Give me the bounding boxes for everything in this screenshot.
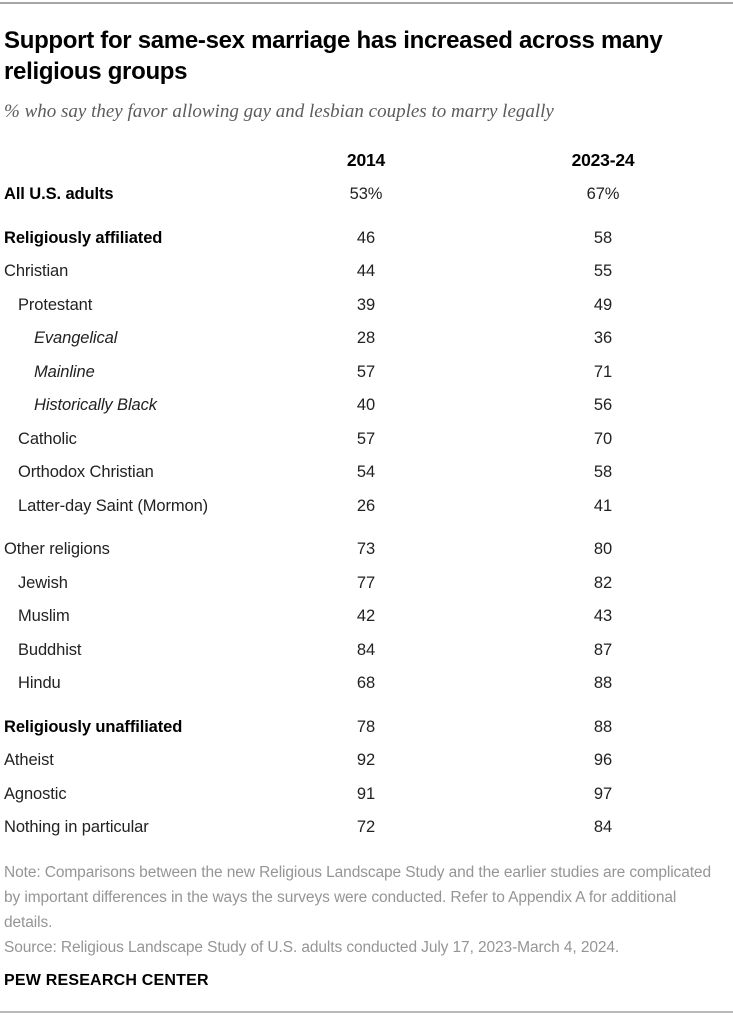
- table-header-row: 2014 2023-24: [0, 149, 733, 171]
- value-2023-24: 87: [593, 640, 613, 659]
- value-2014: 53%: [349, 185, 383, 204]
- row-label: Other religions: [4, 540, 110, 559]
- table-row: Christian 44 55: [0, 255, 733, 289]
- value-2014: 72: [356, 818, 376, 837]
- row-label: Protestant: [18, 295, 93, 314]
- table-row: Nothing in particular 72 84: [0, 811, 733, 845]
- bottom-divider: [0, 1011, 733, 1013]
- value-2023-24: 97: [593, 784, 613, 803]
- value-2014: 73: [356, 540, 376, 559]
- value-2014: 57: [356, 429, 376, 448]
- table-row: Religiously affiliated 46 58: [0, 222, 733, 256]
- table-row: Atheist 92 96: [0, 744, 733, 778]
- row-label: Agnostic: [4, 784, 67, 803]
- table-body: All U.S. adults 53% 67% Religiously affi…: [0, 178, 733, 845]
- table-row: Other religions 73 80: [0, 533, 733, 567]
- value-2023-24: 96: [593, 751, 613, 770]
- value-2023-24: 82: [593, 573, 613, 592]
- row-label: Christian: [4, 262, 69, 281]
- row-label: Religiously affiliated: [4, 228, 163, 247]
- value-2014: 78: [356, 717, 376, 736]
- value-2014: 40: [356, 396, 376, 415]
- table-row: Evangelical 28 36: [0, 322, 733, 356]
- row-label: Latter-day Saint (Mormon): [18, 496, 209, 515]
- column-header-2023-24: 2023-24: [571, 149, 635, 170]
- row-label: Atheist: [4, 751, 54, 770]
- row-label: Buddhist: [18, 640, 82, 659]
- value-2023-24: 49: [593, 295, 613, 314]
- value-2014: 57: [356, 362, 376, 381]
- value-2023-24: 58: [593, 228, 613, 247]
- row-label: Nothing in particular: [4, 818, 149, 837]
- row-label: Jewish: [18, 573, 68, 592]
- footer: Note: Comparisons between the new Religi…: [4, 860, 727, 960]
- value-2023-24: 80: [593, 540, 613, 559]
- value-2014: 44: [356, 262, 376, 281]
- row-label: Mainline: [34, 362, 95, 381]
- value-2023-24: 36: [593, 329, 613, 348]
- table-row: Historically Black 40 56: [0, 389, 733, 423]
- value-2014: 92: [356, 751, 376, 770]
- value-2023-24: 84: [593, 818, 613, 837]
- value-2014: 84: [356, 640, 376, 659]
- row-label: Religiously unaffiliated: [4, 717, 183, 736]
- table-row: All U.S. adults 53% 67%: [0, 178, 733, 212]
- table-row: Catholic 57 70: [0, 423, 733, 457]
- row-label: Hindu: [18, 674, 61, 693]
- value-2023-24: 41: [593, 496, 613, 515]
- value-2014: 77: [356, 573, 376, 592]
- value-2014: 91: [356, 784, 376, 803]
- value-2023-24: 56: [593, 396, 613, 415]
- top-divider: [0, 2, 733, 4]
- page-title: Support for same-sex marriage has increa…: [4, 27, 663, 85]
- value-2014: 46: [356, 228, 376, 247]
- value-2023-24: 70: [593, 429, 613, 448]
- value-2023-24: 43: [593, 607, 613, 626]
- table-row: Muslim 42 43: [0, 600, 733, 634]
- source-text: Source: Religious Landscape Study of U.S…: [4, 938, 620, 956]
- value-2023-24: 58: [593, 463, 613, 482]
- value-2023-24: 67%: [586, 185, 620, 204]
- value-2014: 39: [356, 295, 376, 314]
- table-row: Mainline 57 71: [0, 356, 733, 390]
- table-row: Orthodox Christian 54 58: [0, 456, 733, 490]
- value-2014: 26: [356, 496, 376, 515]
- table-row: Agnostic 91 97: [0, 778, 733, 812]
- value-2014: 42: [356, 607, 376, 626]
- row-label: Orthodox Christian: [18, 463, 154, 482]
- row-label: Muslim: [18, 607, 70, 626]
- value-2023-24: 88: [593, 674, 613, 693]
- row-label: Catholic: [18, 429, 77, 448]
- org-name: PEW RESEARCH CENTER: [4, 971, 209, 989]
- table-row: Religiously unaffiliated 78 88: [0, 711, 733, 745]
- row-label: All U.S. adults: [4, 185, 114, 204]
- value-2023-24: 88: [593, 717, 613, 736]
- note-text: Note: Comparisons between the new Religi…: [4, 863, 711, 931]
- row-label: Historically Black: [34, 396, 157, 415]
- table-row: Hindu 68 88: [0, 667, 733, 701]
- value-2023-24: 55: [593, 262, 613, 281]
- table-row: Buddhist 84 87: [0, 634, 733, 668]
- table-row: Protestant 39 49: [0, 289, 733, 323]
- value-2014: 28: [356, 329, 376, 348]
- page-subtitle: % who say they favor allowing gay and le…: [4, 101, 554, 122]
- table-row: Latter-day Saint (Mormon) 26 41: [0, 490, 733, 524]
- value-2014: 54: [356, 463, 376, 482]
- column-header-2014: 2014: [346, 149, 386, 170]
- value-2014: 68: [356, 674, 376, 693]
- row-label: Evangelical: [34, 329, 118, 348]
- value-2023-24: 71: [593, 362, 613, 381]
- table-row: Jewish 77 82: [0, 567, 733, 601]
